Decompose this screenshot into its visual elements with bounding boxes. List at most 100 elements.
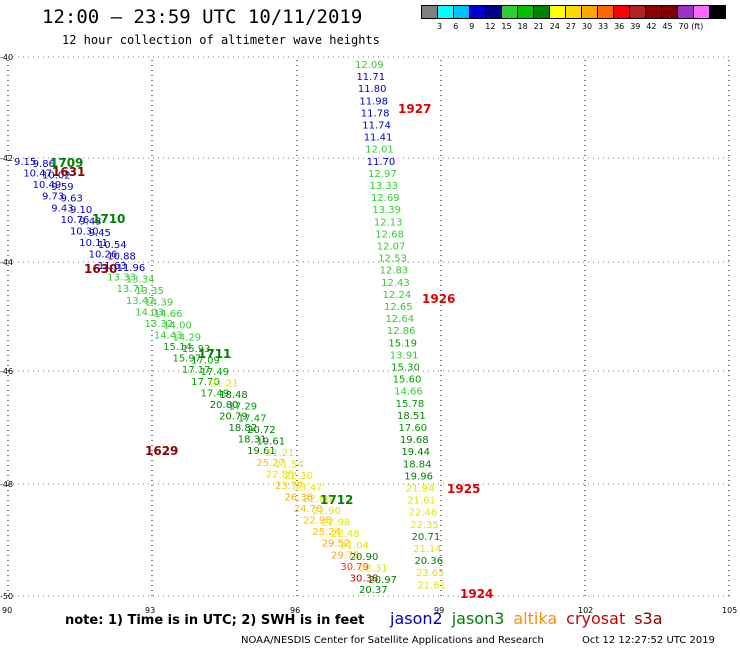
wave-value: 22.86 [303,494,332,505]
pass-time-label: 1631 [52,165,85,179]
wave-value: 25.24 [312,527,341,538]
wave-value: 13.39 [372,205,401,216]
page-subtitle: 12 hour collection of altimeter wave hei… [62,33,380,47]
wave-value: 13.33 [107,273,136,284]
wave-value: 21.21 [210,379,239,390]
wave-value: 9.86 [33,159,55,170]
wave-value: 22.98 [303,516,332,527]
wave-value: 15.14 [163,342,192,353]
wave-value: 12.83 [380,266,409,277]
wave-value: 11.74 [362,121,391,132]
wave-value: 18.48 [219,390,248,401]
wave-value: 21.94 [406,484,435,495]
pass-time-label: 1711 [198,347,231,361]
color-scale-label: 45 [662,22,673,31]
wave-value: 12.01 [365,145,394,156]
pass-time-label: 1926 [422,292,455,306]
wave-value: 15.19 [388,338,417,349]
wave-value: 9.63 [61,193,83,204]
wave-value: 14.39 [145,298,174,309]
wave-value: 23.47 [294,483,323,494]
wave-value: 12.43 [381,278,410,289]
color-scale-labels: 3 6 9 12 15 18 21 24 27 30 33 36 39 42 45 70 (ft) [421,22,740,34]
wave-value: 10.49 [33,180,62,191]
pass-time-label: 1712 [320,493,353,507]
wave-value: 12.69 [371,193,400,204]
wave-value: 22.90 [312,506,341,517]
wave-value: 30.79 [340,562,369,573]
pass-time-label: 1709 [50,156,83,170]
wave-value: 10.54 [98,240,127,251]
lon-tick-label: 96 [290,606,300,615]
wave-value: 21.61 [407,496,436,507]
legend-s3a: s3a [634,609,663,628]
wave-value: 11.80 [358,84,387,95]
wave-value: 18.51 [397,411,426,422]
wave-value: 13.91 [390,350,419,361]
wave-value: 17.70 [191,377,220,388]
wave-value: 21.54 [275,460,304,471]
lon-tick-label: 105 [722,606,737,615]
wave-value: 10.47 [23,169,52,180]
wave-value: 14.66 [394,387,423,398]
wave-value: 25.27 [256,458,285,469]
footer-organization: NOAA/NESDIS Center for Satellite Applica… [241,635,544,646]
color-scale-label: 42 [646,22,657,31]
wave-value: 23.77 [275,481,304,492]
wave-value: 17.17 [182,365,211,376]
color-scale-label: 15 [501,22,512,31]
wave-value: 12.65 [384,302,413,313]
wave-value: 20.71 [412,532,441,543]
wave-value: 30.38 [350,573,379,584]
color-scale-label: 18 [517,22,528,31]
wave-value: 20.37 [359,585,388,596]
pass-time-label: 1924 [460,587,493,601]
wave-value: 17.29 [228,402,257,413]
pass-time-label: 1710 [92,212,125,226]
wave-value: 19.68 [400,435,429,446]
wave-value: 19.61 [256,436,285,447]
color-scale-label: 12 [485,22,496,31]
wave-value: 19.96 [404,471,433,482]
wave-value: 21.04 [340,541,369,552]
wave-value: 12.13 [374,217,403,228]
wave-value: 11.96 [117,263,146,274]
wave-value: 20.97 [368,575,397,586]
wave-value: 17.47 [238,413,267,424]
wave-value: 9.43 [51,203,73,214]
color-swatch [709,5,726,19]
wave-value: 20.90 [350,552,379,563]
lat-tick-label: -42 [0,154,13,163]
wave-value: 12.68 [375,229,404,240]
wave-value: 11.63 [98,261,127,272]
wave-value: 11.41 [364,133,393,144]
wave-value: 17.49 [200,388,229,399]
wave-value: 22.48 [331,529,360,540]
wave-value: 18.82 [228,423,257,434]
color-scale-label: 33 [598,22,609,31]
lon-tick-label: 90 [2,606,12,615]
wave-value: 13.34 [126,274,155,285]
wave-value: 22.85 [266,469,295,480]
color-scale-label: 30 [581,22,593,31]
wave-value: 18.31 [238,435,267,446]
wave-value: 22.30 [284,471,313,482]
lat-tick-label: -44 [0,258,13,267]
wave-value: 12.24 [383,290,412,301]
legend-cryosat: cryosat [566,609,626,628]
wave-value: 21.61 [417,580,446,591]
pass-time-label: 1925 [447,482,480,496]
wave-value: 11.78 [361,108,390,119]
axis-ticks: 90 93 96 99 102 105 -40 -42 -44 -46 -48 -50 [0,53,737,615]
wave-value: 9.59 [51,182,73,193]
wave-value: 23.65 [416,568,445,579]
wave-value: 10.88 [107,251,136,262]
wave-value: 17.49 [201,367,230,378]
wave-value: 12.64 [385,314,414,325]
wave-value: 11.98 [359,96,388,107]
wave-value: 20.79 [219,411,248,422]
wave-value: 20.72 [247,425,276,436]
